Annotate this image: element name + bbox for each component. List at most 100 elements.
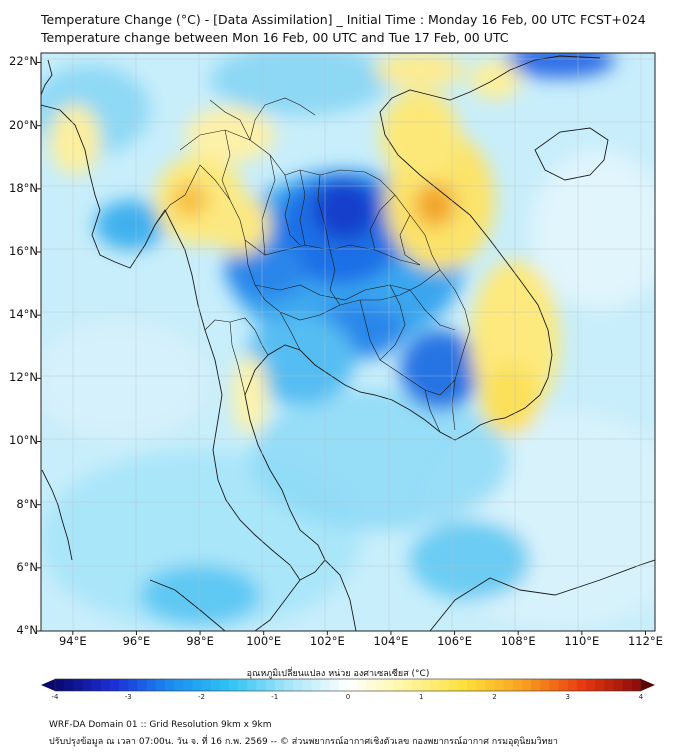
colorbar-cell [357, 679, 367, 691]
colorbar-cell [448, 679, 459, 691]
colorbar-cell [631, 679, 642, 691]
coastlines [41, 55, 655, 631]
colorbar-cell [293, 679, 303, 691]
colorbar-cell [531, 679, 541, 691]
colorbar-cell [595, 679, 605, 691]
colorbar-tick-label: -4 [51, 693, 59, 701]
colorbar-cell [503, 679, 514, 691]
colorbar-cell [467, 679, 477, 691]
colorbar-tick-label: 0 [345, 693, 351, 701]
colorbar-cell [55, 679, 65, 691]
colorbar-cell [576, 679, 587, 691]
colorbar-cell [164, 679, 175, 691]
colorbar-cell [201, 679, 212, 691]
lat-tick-label: 16°N [9, 243, 38, 258]
map-title: Temperature Change (°C) - [Data Assimila… [41, 12, 646, 27]
lat-tick-label: 10°N [9, 433, 38, 448]
colorbar-cell [100, 679, 111, 691]
colorbar-cell [283, 679, 294, 691]
map-frame [40, 52, 656, 632]
graticule [41, 53, 655, 631]
colorbar-cell [183, 679, 193, 691]
colorbar-cell [73, 679, 83, 691]
lat-tick-label: 18°N [9, 180, 38, 195]
colorbar-cell [210, 679, 221, 691]
colorbar-cell [338, 679, 349, 691]
colorbar-cell [512, 679, 523, 691]
colorbar-cell [421, 679, 431, 691]
lon-tick-label: 98°E [186, 634, 214, 648]
colorbar-cell [476, 679, 486, 691]
lat-tick-label: 20°N [9, 117, 38, 132]
colorbar-cell [412, 679, 422, 691]
colorbar-cell [494, 679, 505, 691]
colorbar-cell [567, 679, 578, 691]
colorbar-cell [247, 679, 257, 691]
colorbar-cell [604, 679, 615, 691]
lat-tick-label: 8°N [16, 496, 38, 511]
lat-tick-label: 12°N [9, 370, 38, 385]
colorbar-tick-label: 1 [419, 693, 424, 701]
colorbar [41, 678, 655, 692]
lon-tick-label: 104°E [373, 634, 409, 648]
colorbar-tick-label: 3 [565, 693, 570, 701]
colorbar-tick-label: -1 [271, 693, 279, 701]
colorbar-cell [485, 679, 495, 691]
map-subtitle: Temperature change between Mon 16 Feb, 0… [41, 30, 509, 45]
colorbar-cell [82, 679, 93, 691]
colorbar-cell [320, 679, 331, 691]
colorbar-cell [238, 679, 248, 691]
lat-tick-label: 6°N [16, 559, 38, 574]
lon-tick-label: 102°E [309, 634, 345, 648]
colorbar-cell [613, 679, 624, 691]
axis-ticks [37, 61, 646, 635]
lon-tick-label: 112°E [627, 634, 663, 648]
colorbar-cell [119, 679, 129, 691]
lon-tick-label: 96°E [122, 634, 151, 648]
lat-tick-label: 22°N [9, 54, 38, 69]
colorbar-cell [109, 679, 120, 691]
colorbar-cell [311, 679, 322, 691]
colorbar-cell [128, 679, 138, 691]
colorbar-cell [155, 679, 166, 691]
colorbar-cell [329, 679, 340, 691]
lat-tick-label: 4°N [16, 623, 38, 637]
lon-tick-label: 94°E [58, 634, 87, 648]
colorbar-cell [137, 679, 148, 691]
colorbar-cell [274, 679, 285, 691]
lon-tick-label: 106°E [437, 634, 473, 648]
colorbar-cell [348, 679, 358, 691]
colorbar-title: อุณหภูมิเปลี่ยนแปลง หน่วย องศาเซลเซียส (… [246, 669, 430, 679]
lon-tick-label: 108°E [500, 634, 536, 648]
colorbar-cell [192, 679, 202, 691]
colorbar-cell [402, 679, 413, 691]
colorbar-cell [384, 679, 395, 691]
colorbar-max-arrow [641, 679, 655, 691]
footer-credit: ปรับปรุงข้อมูล ณ เวลา 07:00น. วัน จ. ที่… [49, 737, 558, 747]
colorbar-cell [430, 679, 441, 691]
colorbar-cell [174, 679, 184, 691]
borders [154, 97, 471, 433]
colorbar-cell [146, 679, 157, 691]
colorbar-tick-label: -2 [198, 693, 205, 701]
colorbar-tick-label: 4 [638, 693, 644, 701]
colorbar-cell [586, 679, 596, 691]
colorbar-cell [393, 679, 404, 691]
colorbar-cell [228, 679, 239, 691]
colorbar-cell [622, 679, 633, 691]
colorbar-min-arrow [41, 679, 55, 691]
lon-tick-label: 110°E [564, 634, 600, 648]
colorbar-cell [366, 679, 376, 691]
footer-model-info: WRF-DA Domain 01 :: Grid Resolution 9km … [49, 720, 272, 730]
colorbar-tick-label: 2 [492, 693, 497, 701]
colorbar-cell [549, 679, 560, 691]
colorbar-cell [219, 679, 230, 691]
temperature-field [41, 53, 655, 630]
colorbar-cell [540, 679, 550, 691]
lon-tick-label: 100°E [246, 634, 282, 648]
colorbar-cell [91, 679, 102, 691]
colorbar-cell [302, 679, 312, 691]
colorbar-cell [64, 679, 74, 691]
colorbar-cell [256, 679, 267, 691]
